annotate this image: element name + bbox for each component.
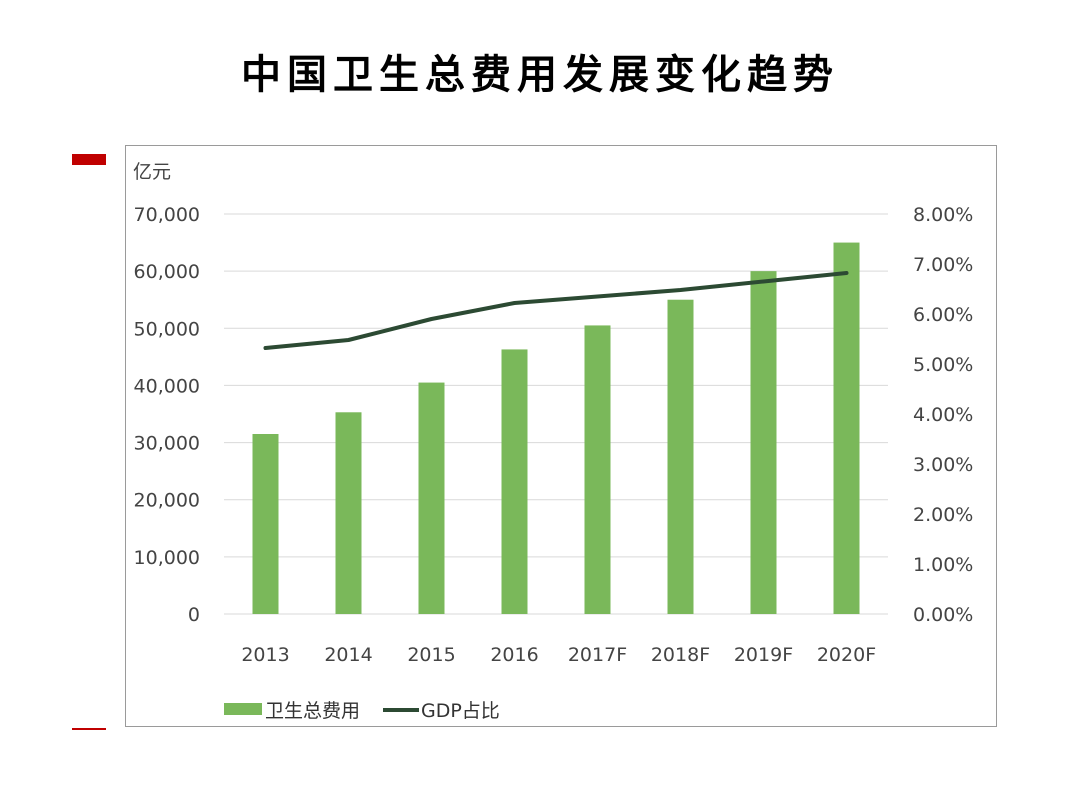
bar [833,242,860,615]
bar [335,412,362,614]
x-tick-label: 2019F [734,644,793,666]
y-left-unit-label: 亿元 [133,161,171,183]
y-right-tick-label: 5.00% [913,354,973,376]
series-line-gdp [263,271,849,350]
y-left-tick-label: 50,000 [134,318,200,340]
y-left-tick-label: 70,000 [134,204,200,226]
x-tick-label: 2017F [568,644,627,666]
y-left-tick-label: 30,000 [134,433,200,455]
y-right-tick-label: 6.00% [913,304,973,326]
x-tick-label: 2016 [490,644,538,666]
x-tick-label: 2018F [651,644,710,666]
y-right-tick-label: 0.00% [913,604,973,626]
bars [252,242,860,615]
y-right-tick-label: 2.00% [913,504,973,526]
grid-lines [224,213,888,615]
legend-swatch-bar [224,703,262,715]
legend-label-bar: 卫生总费用 [265,700,360,722]
y-left-tick-label: 10,000 [134,547,200,569]
gdp-line [263,271,849,350]
x-tick-label: 2013 [241,644,289,666]
bar [750,271,777,614]
x-tick-label: 2020F [817,644,876,666]
y-left-tick-label: 40,000 [134,375,200,397]
slide-marker-bottom [72,728,106,730]
bar [584,325,611,614]
bar [501,349,528,614]
y-right-tick-label: 8.00% [913,204,973,226]
page-title: 中国卫生总费用发展变化趋势 [241,51,839,98]
x-tick-label: 2014 [324,644,372,666]
legend: 卫生总费用 GDP占比 [224,700,500,722]
y-left-tick-label: 0 [188,604,200,626]
y-left-tick-label: 20,000 [134,490,200,512]
legend-label-line: GDP占比 [421,700,500,722]
y-right-tick-label: 1.00% [913,554,973,576]
y-right-tick-label: 7.00% [913,254,973,276]
y-left-tick-label: 60,000 [134,261,200,283]
x-tick-label: 2015 [407,644,455,666]
slide-marker-top [72,154,106,165]
bar [667,299,694,614]
y-right-tick-label: 3.00% [913,454,973,476]
axes: 0 10,000 20,000 30,000 40,000 50,000 60,000 70,… [134,204,974,666]
bar [418,382,445,614]
y-right-tick-label: 4.00% [913,404,973,426]
bar [252,434,279,614]
